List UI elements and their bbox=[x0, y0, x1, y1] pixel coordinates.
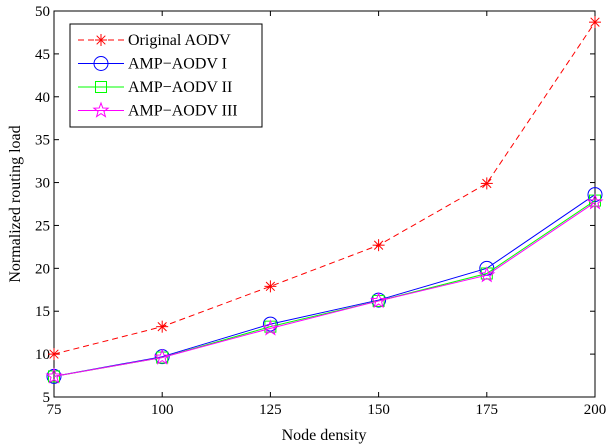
series-line bbox=[53, 201, 596, 377]
x-tick-label: 75 bbox=[47, 402, 62, 418]
data-point-marker bbox=[48, 370, 60, 383]
legend-label: AMP−AODV III bbox=[128, 103, 238, 120]
legend-marker bbox=[95, 81, 107, 93]
circle-shape bbox=[587, 187, 603, 203]
data-point-marker bbox=[480, 177, 493, 190]
pentagram-shape bbox=[370, 291, 388, 309]
data-point-marker bbox=[372, 294, 385, 307]
pentagram-shape bbox=[586, 193, 604, 210]
pentagram-shape bbox=[153, 348, 171, 365]
y-tick-label: 20 bbox=[35, 261, 50, 277]
asterisk-stroke bbox=[96, 35, 106, 45]
square-shape bbox=[48, 370, 60, 383]
data-point-marker bbox=[589, 16, 601, 29]
legend-marker bbox=[93, 56, 109, 71]
x-tick-label: 100 bbox=[151, 402, 174, 418]
axis-ticks: 75 100 125 150 175 200 5 10 15 20 25 30 35 40 45 50 bbox=[35, 4, 606, 418]
data-point-marker bbox=[372, 239, 385, 252]
asterisk-stroke bbox=[373, 240, 384, 250]
asterisk-stroke bbox=[482, 178, 492, 189]
pentagram-shape bbox=[92, 101, 110, 118]
pentagram-shape bbox=[261, 319, 279, 336]
asterisk-stroke bbox=[590, 17, 600, 27]
x-tick-label: 150 bbox=[367, 402, 390, 418]
y-tick-label: 15 bbox=[35, 304, 50, 320]
data-point-marker bbox=[156, 351, 169, 364]
x-axis-label: Node density bbox=[282, 427, 367, 444]
x-tick-label: 125 bbox=[259, 402, 282, 418]
series-3 bbox=[45, 193, 604, 384]
series-0 bbox=[48, 16, 601, 361]
asterisk-stroke bbox=[49, 349, 59, 359]
circle-shape bbox=[93, 56, 109, 71]
data-point-marker bbox=[478, 266, 496, 283]
y-tick-label: 10 bbox=[35, 347, 50, 363]
data-point-marker bbox=[586, 193, 604, 210]
y-tick-label: 5 bbox=[43, 390, 51, 406]
y-tick-label: 40 bbox=[35, 90, 50, 106]
legend-label: AMP−AODV II bbox=[128, 79, 232, 96]
y-axis-label: Normalized routing load bbox=[7, 125, 24, 282]
series-line bbox=[53, 194, 596, 377]
x-tick-label: 200 bbox=[584, 402, 607, 418]
square-shape bbox=[372, 294, 385, 307]
data-point-marker bbox=[45, 367, 63, 384]
legend-label: AMP−AODV I bbox=[128, 56, 227, 73]
data-point-marker bbox=[48, 348, 60, 361]
y-tick-label: 25 bbox=[35, 218, 50, 234]
legend-label: Original AODV bbox=[128, 32, 231, 49]
legend-marker bbox=[92, 101, 110, 118]
pentagram-shape bbox=[45, 367, 63, 384]
square-shape bbox=[156, 351, 169, 364]
data-point-marker bbox=[264, 280, 277, 293]
legend: Original AODV AMP−AODV I AMP−AODV II AMP−AO… bbox=[69, 23, 263, 128]
y-tick-label: 50 bbox=[35, 4, 50, 20]
asterisk-stroke bbox=[265, 281, 276, 292]
data-point-marker bbox=[587, 187, 603, 203]
data-point-marker bbox=[370, 291, 388, 309]
series-layer bbox=[45, 16, 604, 384]
series-line bbox=[53, 21, 596, 355]
x-tick-label: 175 bbox=[476, 402, 499, 418]
square-shape bbox=[95, 81, 107, 93]
y-tick-label: 30 bbox=[35, 176, 50, 192]
pentagram-shape bbox=[478, 266, 496, 283]
y-tick-label: 35 bbox=[35, 133, 50, 149]
data-point-marker bbox=[153, 348, 171, 365]
data-point-marker bbox=[156, 320, 169, 333]
data-point-marker bbox=[261, 319, 279, 336]
legend-marker bbox=[95, 34, 107, 46]
asterisk-stroke bbox=[157, 321, 167, 332]
y-tick-label: 45 bbox=[35, 47, 50, 63]
